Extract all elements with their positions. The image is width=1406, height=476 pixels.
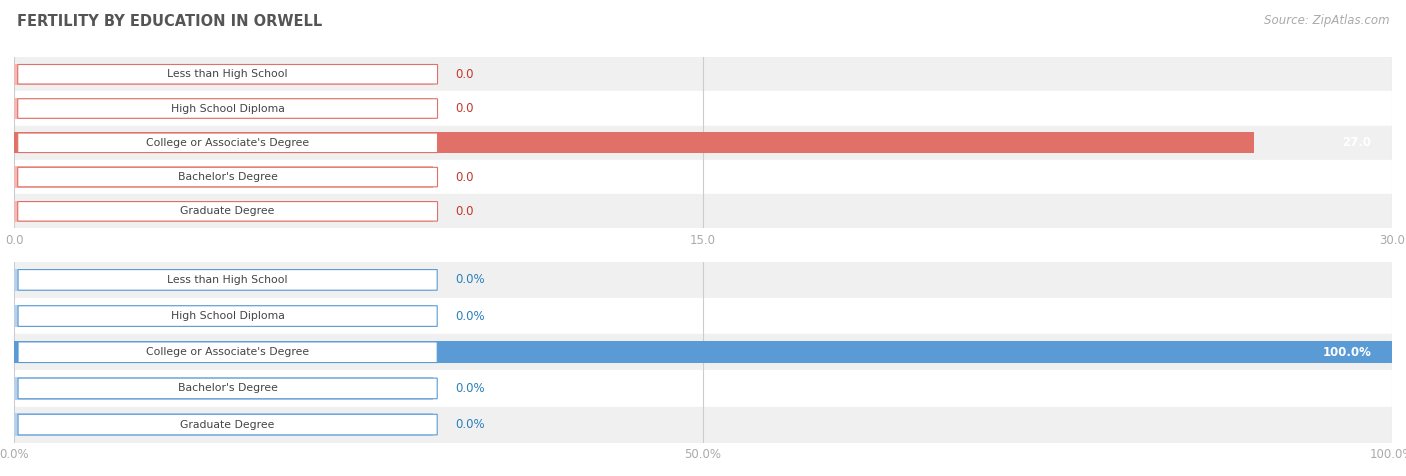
Text: 0.0: 0.0 bbox=[456, 68, 474, 81]
Text: Less than High School: Less than High School bbox=[167, 275, 288, 285]
Text: 100.0%: 100.0% bbox=[1323, 346, 1371, 359]
Text: Graduate Degree: Graduate Degree bbox=[180, 206, 274, 217]
FancyBboxPatch shape bbox=[18, 133, 437, 153]
Text: Bachelor's Degree: Bachelor's Degree bbox=[177, 172, 277, 182]
FancyBboxPatch shape bbox=[18, 342, 437, 363]
Text: 0.0%: 0.0% bbox=[456, 382, 485, 395]
Text: 0.0%: 0.0% bbox=[456, 418, 485, 431]
FancyBboxPatch shape bbox=[18, 99, 437, 119]
Text: 0.0%: 0.0% bbox=[456, 309, 485, 323]
FancyBboxPatch shape bbox=[18, 414, 437, 435]
FancyBboxPatch shape bbox=[18, 378, 437, 399]
Text: 0.0: 0.0 bbox=[456, 205, 474, 218]
Text: College or Associate's Degree: College or Associate's Degree bbox=[146, 347, 309, 357]
Bar bbox=[14, 268, 433, 291]
Bar bbox=[14, 167, 433, 188]
Bar bbox=[14, 91, 1392, 126]
Bar bbox=[14, 407, 1392, 443]
Bar bbox=[14, 64, 433, 85]
Bar bbox=[14, 298, 1392, 334]
Text: FERTILITY BY EDUCATION IN ORWELL: FERTILITY BY EDUCATION IN ORWELL bbox=[17, 14, 322, 30]
Bar bbox=[14, 413, 433, 436]
Text: Less than High School: Less than High School bbox=[167, 69, 288, 79]
FancyBboxPatch shape bbox=[18, 201, 437, 221]
FancyBboxPatch shape bbox=[18, 269, 437, 290]
Bar bbox=[14, 305, 433, 327]
Bar bbox=[14, 377, 433, 400]
Bar bbox=[14, 194, 1392, 228]
Text: Bachelor's Degree: Bachelor's Degree bbox=[177, 383, 277, 394]
Text: 0.0: 0.0 bbox=[456, 170, 474, 184]
FancyBboxPatch shape bbox=[18, 167, 437, 187]
Bar bbox=[14, 126, 1392, 160]
Text: 27.0: 27.0 bbox=[1343, 136, 1371, 149]
Text: Source: ZipAtlas.com: Source: ZipAtlas.com bbox=[1264, 14, 1389, 27]
Text: High School Diploma: High School Diploma bbox=[170, 103, 284, 114]
Bar bbox=[14, 98, 433, 119]
FancyBboxPatch shape bbox=[18, 306, 437, 327]
Bar bbox=[14, 262, 1392, 298]
Text: 0.0%: 0.0% bbox=[456, 273, 485, 287]
Text: High School Diploma: High School Diploma bbox=[170, 311, 284, 321]
Bar bbox=[14, 160, 1392, 194]
Bar bbox=[14, 132, 1254, 153]
Bar bbox=[14, 201, 433, 222]
Bar bbox=[14, 57, 1392, 91]
Bar bbox=[14, 341, 1392, 364]
Text: College or Associate's Degree: College or Associate's Degree bbox=[146, 138, 309, 148]
Bar bbox=[14, 334, 1392, 370]
Text: Graduate Degree: Graduate Degree bbox=[180, 419, 274, 430]
Bar bbox=[14, 370, 1392, 407]
FancyBboxPatch shape bbox=[18, 64, 437, 84]
Text: 0.0: 0.0 bbox=[456, 102, 474, 115]
